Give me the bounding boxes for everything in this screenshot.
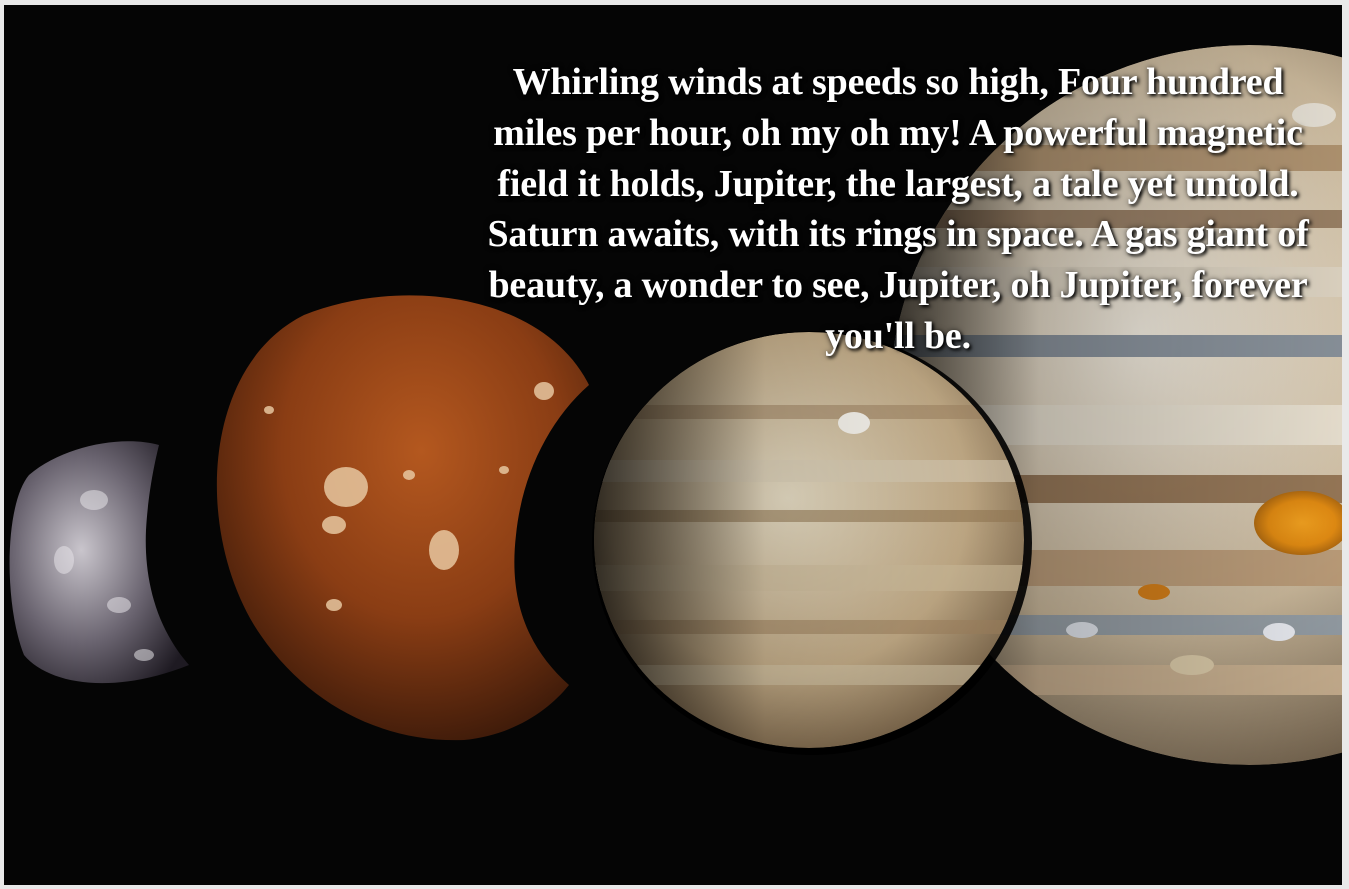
- image-frame: Whirling winds at speeds so high, Four h…: [4, 5, 1342, 885]
- saturn-like-planet: [592, 331, 1032, 755]
- moon-crescent: [9, 441, 189, 684]
- poem-text: Whirling winds at speeds so high, Four h…: [487, 61, 1309, 357]
- mars-like-planet: [216, 295, 590, 741]
- planet-scene: [9, 45, 1342, 765]
